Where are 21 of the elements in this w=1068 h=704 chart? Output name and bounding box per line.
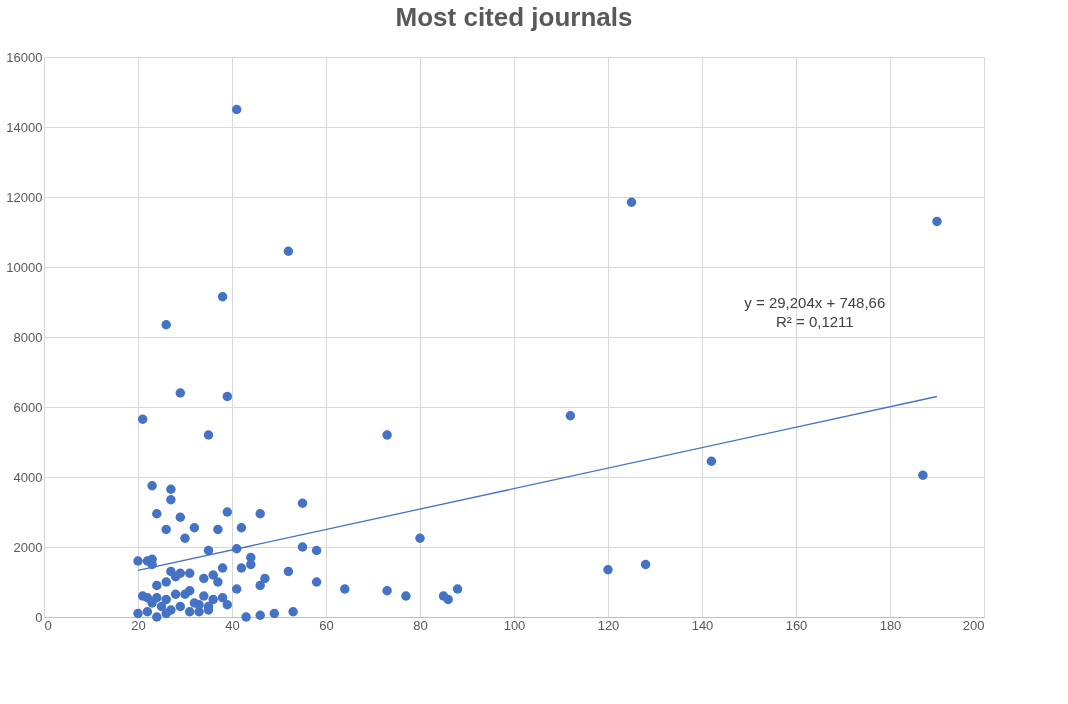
y-tick-label: 14000 bbox=[6, 119, 43, 135]
annotation: R² = 0,1211 bbox=[775, 313, 854, 331]
chart-title: Most cited journals bbox=[395, 2, 633, 32]
x-tick-label: 60 bbox=[319, 617, 334, 633]
x-tick-label: 100 bbox=[503, 617, 526, 633]
y-tick-label: 10000 bbox=[6, 259, 43, 275]
x-tick-label: 140 bbox=[691, 617, 714, 633]
x-tick-label: 200 bbox=[962, 617, 985, 633]
x-tick-label: 160 bbox=[785, 617, 808, 633]
x-tick-label: 80 bbox=[413, 617, 428, 633]
x-tick-label: 120 bbox=[597, 617, 620, 633]
y-tick-label: 2000 bbox=[13, 539, 43, 555]
annotation: y = 29,204x + 748,66 bbox=[744, 294, 886, 312]
y-tick-label: 12000 bbox=[6, 189, 43, 205]
x-tick-label: 180 bbox=[879, 617, 902, 633]
y-tick-label: 4000 bbox=[13, 469, 43, 485]
x-tick-label: 20 bbox=[131, 617, 146, 633]
y-tick-label: 6000 bbox=[13, 399, 43, 415]
y-tick-label: 8000 bbox=[13, 329, 43, 345]
x-tick-label: 40 bbox=[225, 617, 240, 633]
y-tick-label: 16000 bbox=[6, 49, 43, 65]
